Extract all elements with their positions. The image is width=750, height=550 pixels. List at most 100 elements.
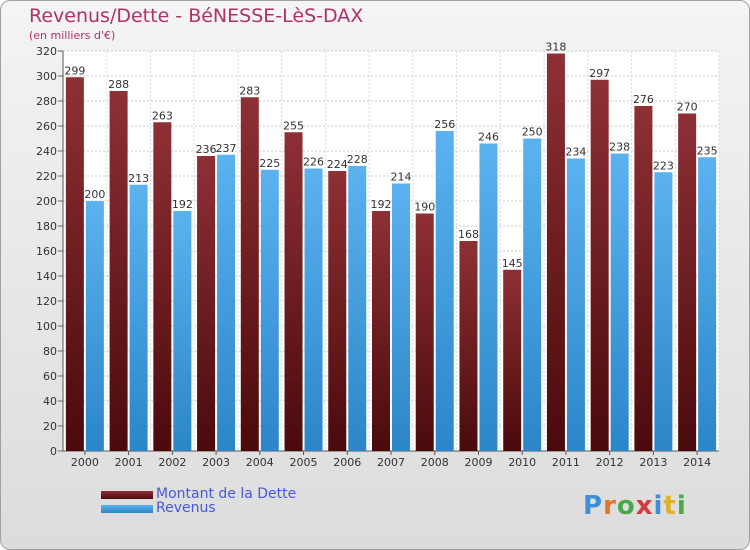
label-layer: 0 20 40 60 80 100 120 140 160 180 200 220 240 260 280 3… (36, 41, 718, 470)
logo-letter: i (653, 491, 664, 521)
debt-value-label: 297 (589, 67, 610, 80)
y-tick-label: 180 (36, 220, 57, 233)
revenue-value-label: 234 (565, 146, 586, 159)
debt-bar (590, 79, 609, 451)
revenue-value-label: 192 (172, 198, 193, 211)
logo-letter: r (603, 491, 617, 521)
revenue-value-label: 256 (434, 118, 455, 131)
revenue-value-label: 238 (609, 141, 630, 154)
debt-bar (503, 269, 522, 451)
logo-letter: i (676, 491, 687, 521)
revenue-bar (610, 153, 629, 451)
x-tick-label: 2002 (158, 456, 186, 469)
x-tick-label: 2007 (377, 456, 405, 469)
y-tick-label: 240 (36, 145, 57, 158)
y-tick-label: 120 (36, 295, 57, 308)
x-tick-label: 2003 (202, 456, 230, 469)
debt-bar (546, 53, 565, 451)
x-tick-label: 2014 (683, 456, 711, 469)
y-tick-label: 200 (36, 195, 57, 208)
debt-value-label: 276 (633, 93, 654, 106)
y-tick-label: 40 (43, 395, 57, 408)
revenue-bar (173, 211, 192, 451)
y-tick-label: 220 (36, 170, 57, 183)
y-tick-label: 140 (36, 270, 57, 283)
revenue-bar (479, 143, 498, 451)
debt-value-label: 270 (677, 101, 698, 114)
revenue-value-label: 246 (478, 131, 499, 144)
debt-bar (109, 91, 128, 451)
y-tick-label: 60 (43, 370, 57, 383)
revenue-value-label: 228 (347, 153, 368, 166)
revenue-value-label: 235 (697, 144, 718, 157)
debt-value-label: 283 (239, 84, 260, 97)
legend-swatch-revenue (101, 505, 153, 513)
revenue-value-label: 213 (128, 172, 149, 185)
logo-letter: o (616, 491, 636, 521)
chart-subtitle: (en milliers d'€) (29, 29, 116, 42)
revenue-value-label: 225 (259, 157, 280, 170)
logo-letter: x (635, 491, 654, 521)
debt-bar (678, 113, 697, 451)
legend-label-revenue: Revenus (156, 500, 216, 516)
revenue-value-label: 226 (303, 156, 324, 169)
revenue-bar (348, 166, 367, 451)
debt-value-label: 263 (152, 109, 173, 122)
debt-value-label: 224 (327, 158, 348, 171)
debt-bar (240, 97, 259, 451)
y-tick-label: 80 (43, 345, 57, 358)
y-tick-label: 280 (36, 95, 57, 108)
revenue-bar (304, 168, 323, 451)
x-tick-label: 2010 (508, 456, 536, 469)
y-tick-label: 300 (36, 70, 57, 83)
legend-swatch-debt (101, 491, 153, 499)
y-tick-label: 100 (36, 320, 57, 333)
debt-value-label: 192 (371, 198, 392, 211)
y-tick-label: 260 (36, 120, 57, 133)
legend-label-debt: Montant de la Dette (156, 486, 297, 502)
x-tick-label: 2013 (639, 456, 667, 469)
x-tick-label: 2004 (246, 456, 274, 469)
debt-value-label: 299 (64, 64, 85, 77)
debt-value-label: 168 (458, 228, 479, 241)
x-tick-label: 2009 (464, 456, 492, 469)
revenue-bar (566, 158, 585, 451)
x-tick-label: 2000 (71, 456, 99, 469)
revenue-bar (523, 138, 542, 451)
x-tick-label: 2001 (115, 456, 143, 469)
revenue-value-label: 237 (216, 142, 237, 155)
revenue-value-label: 250 (522, 126, 543, 139)
logo-letter: P (583, 491, 604, 521)
y-tick-label: 160 (36, 245, 57, 258)
debt-value-label: 236 (196, 143, 217, 156)
chart-title: Revenus/Dette - BéNESSE-LèS-DAX (29, 5, 364, 27)
x-tick-label: 2006 (333, 456, 361, 469)
revenue-value-label: 200 (84, 188, 105, 201)
revenue-value-label: 223 (653, 159, 674, 172)
logo-letter: t (663, 491, 677, 521)
revenue-bar (85, 201, 104, 451)
debt-value-label: 318 (545, 41, 566, 54)
y-tick-label: 0 (50, 445, 57, 458)
grid-layer (58, 50, 720, 455)
y-tick-label: 320 (36, 45, 57, 58)
revenue-bar (698, 157, 717, 451)
revenue-bar (217, 154, 236, 451)
x-tick-label: 2012 (596, 456, 624, 469)
debt-bar (284, 132, 303, 451)
debt-bar (65, 77, 84, 451)
bar-layer (65, 53, 717, 451)
debt-bar (328, 171, 347, 451)
debt-bar (153, 122, 172, 451)
y-tick-label: 20 (43, 420, 57, 433)
revenue-bar (260, 169, 279, 451)
revenue-bar (435, 131, 454, 451)
debt-value-label: 255 (283, 119, 304, 132)
debt-bar (372, 211, 390, 451)
debt-value-label: 288 (108, 78, 129, 91)
debt-bar (459, 241, 478, 451)
x-tick-label: 2008 (421, 456, 449, 469)
debt-value-label: 190 (414, 201, 435, 214)
